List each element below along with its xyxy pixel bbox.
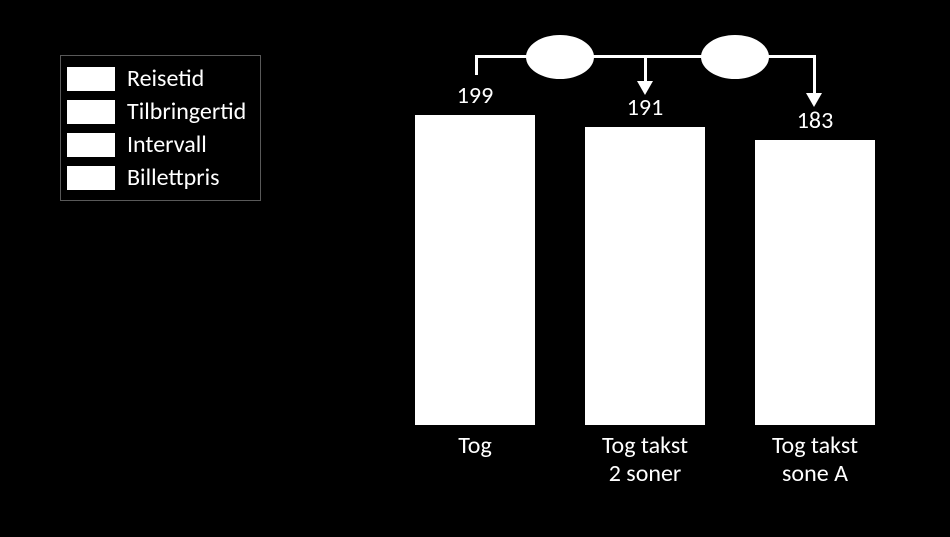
xaxis-label-line: 2 soner: [585, 460, 705, 488]
connector-arrow-line-2: [813, 55, 816, 95]
bar-value-label: 199: [415, 81, 535, 110]
legend-label: Intervall: [127, 130, 207, 159]
xaxis-label-line: Tog: [415, 432, 535, 460]
annotation-ellipse: [701, 35, 769, 79]
connector-arrow-line-1: [644, 55, 647, 83]
legend-item: Reisetid: [67, 62, 246, 95]
legend-swatch: [67, 133, 115, 157]
legend-label: Tilbringertid: [127, 97, 246, 126]
xaxis-label-line: Tog takst: [585, 432, 705, 460]
bar-tog-takst-2-soner: 191: [585, 127, 705, 425]
xaxis-label: Tog: [415, 432, 535, 460]
bar-tog: 199: [415, 115, 535, 425]
bar-value-label: 191: [585, 93, 705, 122]
legend-swatch: [67, 67, 115, 91]
connector-left-tick: [475, 55, 478, 75]
legend-swatch: [67, 166, 115, 190]
xaxis-label: Tog takst sone A: [755, 432, 875, 487]
arrowhead-icon: [806, 93, 822, 107]
xaxis-label-line: sone A: [755, 460, 875, 488]
legend: Reisetid Tilbringertid Intervall Billett…: [60, 55, 261, 201]
xaxis-label-line: Tog takst: [755, 432, 875, 460]
legend-item: Billettpris: [67, 161, 246, 194]
legend-label: Reisetid: [127, 64, 204, 93]
bar-tog-takst-sone-a: 183: [755, 140, 875, 425]
annotation-ellipse: [526, 35, 594, 79]
bar-value-label: 183: [755, 106, 875, 135]
legend-label: Billettpris: [127, 163, 219, 192]
xaxis-label: Tog takst 2 soner: [585, 432, 705, 487]
arrowhead-icon: [637, 81, 653, 95]
legend-swatch: [67, 100, 115, 124]
bar-chart: 199 191 183: [405, 115, 885, 425]
legend-item: Tilbringertid: [67, 95, 246, 128]
legend-item: Intervall: [67, 128, 246, 161]
